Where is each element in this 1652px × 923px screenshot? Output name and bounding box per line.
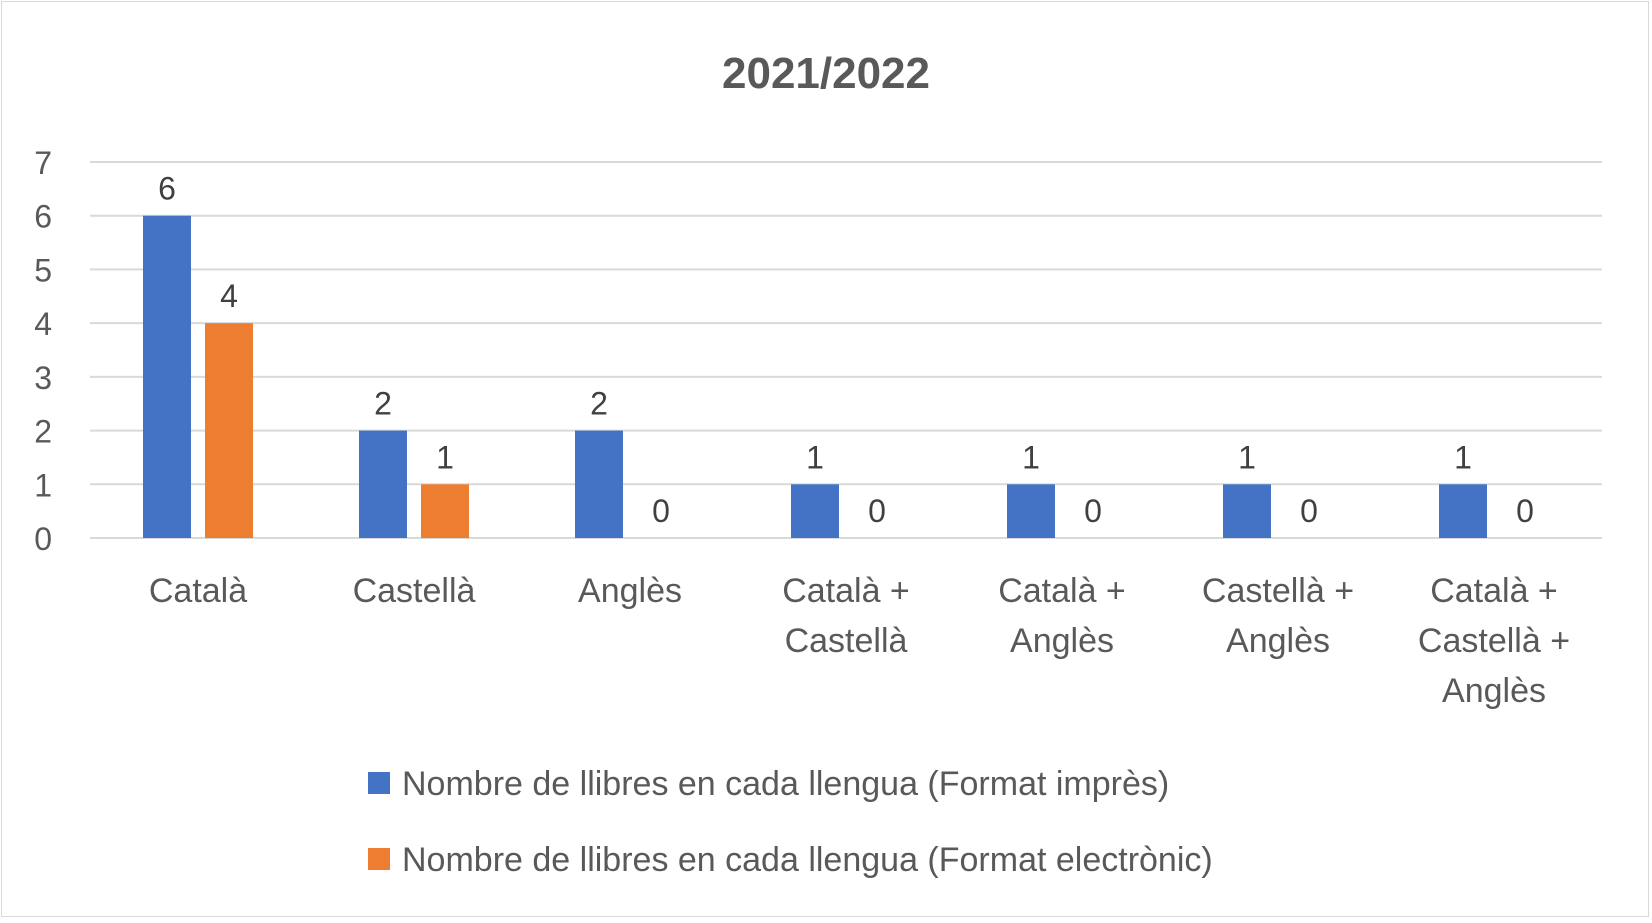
legend-swatch [368, 848, 390, 870]
data-labels: 6 4 2 1 2 0 1 0 1 0 1 0 1 0 [158, 171, 1534, 529]
y-tick-label: 6 [34, 199, 52, 235]
x-tick-label: Anglès [1010, 622, 1114, 660]
legend: Nombre de llibres en cada llengua (Forma… [368, 765, 1213, 879]
data-label: 0 [1300, 493, 1318, 529]
bar-electronic [205, 323, 253, 538]
legend-swatch [368, 772, 390, 794]
gridlines [90, 161, 1602, 539]
y-tick-label: 5 [34, 252, 52, 288]
data-label: 2 [374, 386, 392, 422]
chart-title: 2021/2022 [722, 49, 930, 98]
bar-printed [1223, 484, 1271, 538]
bar-printed [1007, 484, 1055, 538]
data-label: 1 [806, 439, 824, 475]
legend-label: Nombre de llibres en cada llengua (Forma… [402, 765, 1169, 803]
data-label: 0 [868, 493, 886, 529]
data-label: 1 [436, 439, 454, 475]
x-tick-label: Català [149, 572, 247, 610]
y-tick-label: 2 [34, 414, 52, 450]
x-tick-label: Anglès [1226, 622, 1330, 660]
x-tick-label: Castellà + [1418, 622, 1570, 660]
y-tick-label: 4 [34, 306, 52, 342]
x-tick-label: Anglès [1442, 672, 1546, 710]
bar-printed [359, 430, 407, 538]
data-label: 0 [1084, 493, 1102, 529]
x-tick-label: Castellà [353, 572, 476, 610]
bar-printed [1439, 484, 1487, 538]
x-tick-label: Castellà + [1202, 572, 1354, 610]
bar-printed [791, 484, 839, 538]
x-tick-label: Català + [998, 572, 1126, 610]
data-label: 2 [590, 386, 608, 422]
data-label: 0 [652, 493, 670, 529]
data-label: 1 [1238, 439, 1256, 475]
x-tick-label: Català + [1430, 572, 1558, 610]
data-label: 1 [1454, 439, 1472, 475]
bars [143, 215, 1487, 538]
x-tick-label: Anglès [578, 572, 682, 610]
y-tick-label: 0 [34, 521, 52, 557]
bar-electronic [421, 484, 469, 538]
x-axis: Català Castellà Anglès Català + Castellà Cata… [149, 572, 1570, 710]
x-tick-label: Català + [782, 572, 910, 610]
y-tick-label: 1 [34, 467, 52, 503]
data-label: 4 [220, 278, 238, 314]
legend-label: Nombre de llibres en cada llengua (Forma… [402, 841, 1213, 879]
data-label: 6 [158, 171, 176, 207]
bar-printed [143, 215, 191, 538]
y-axis: 0 1 2 3 4 5 6 7 [34, 145, 52, 557]
bar-printed [575, 430, 623, 538]
y-tick-label: 7 [34, 145, 52, 181]
x-tick-label: Castellà [785, 622, 908, 660]
data-label: 1 [1022, 439, 1040, 475]
y-tick-label: 3 [34, 360, 52, 396]
data-label: 0 [1516, 493, 1534, 529]
